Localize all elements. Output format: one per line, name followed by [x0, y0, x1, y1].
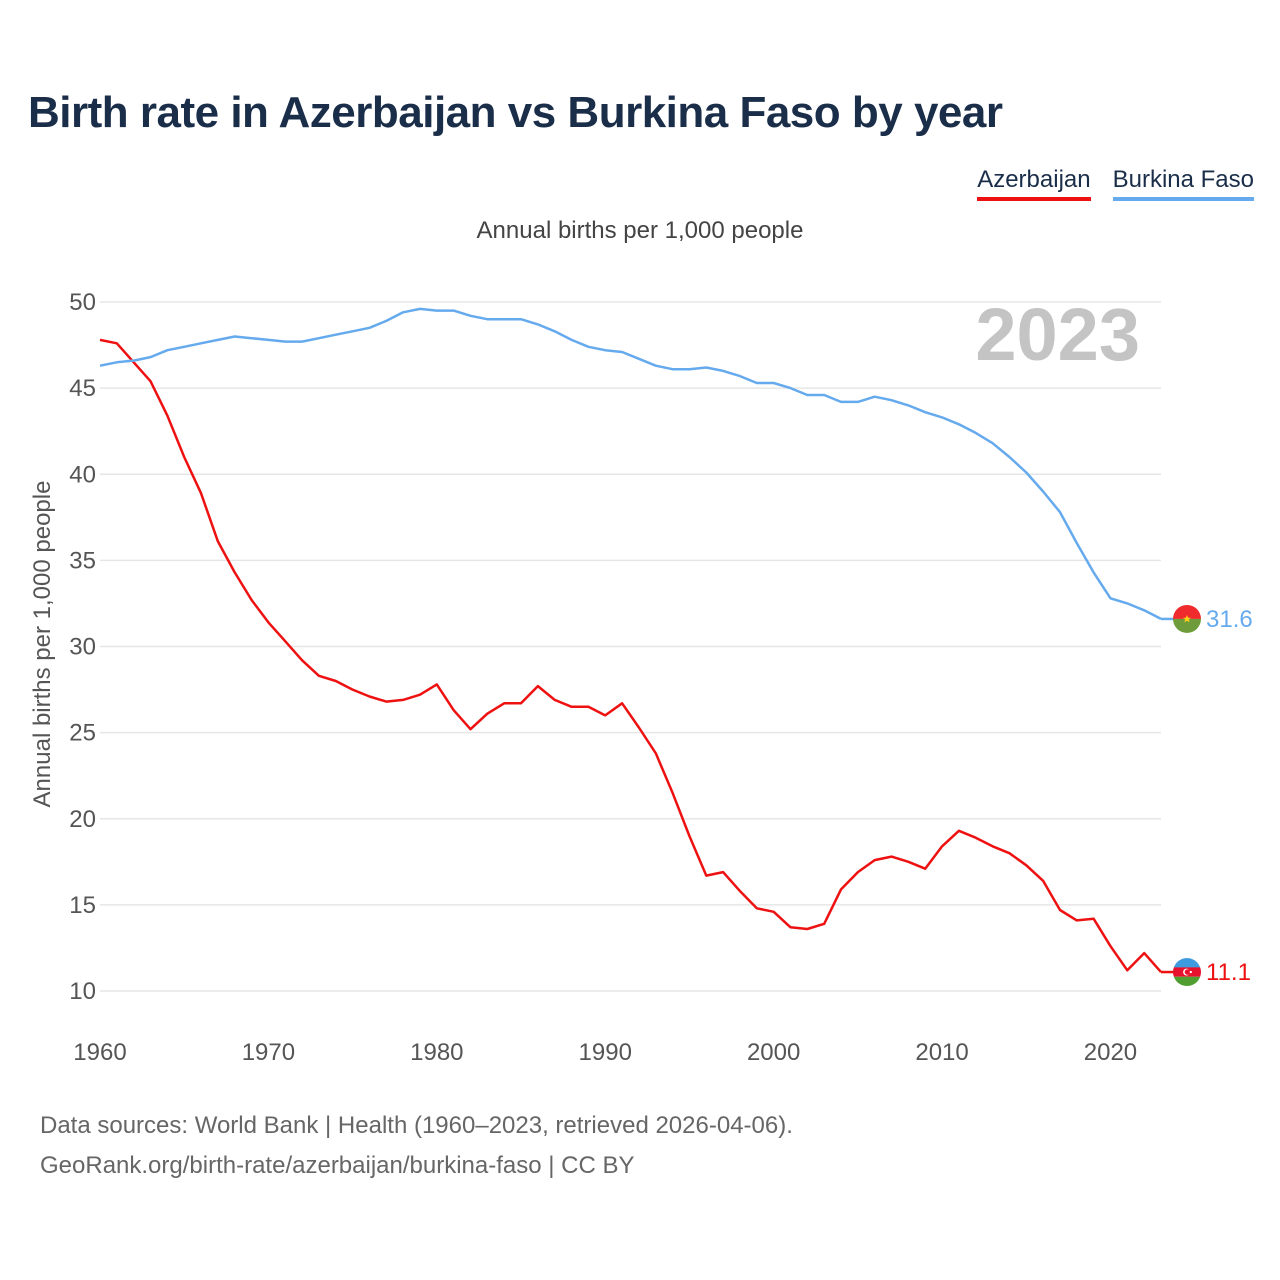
- x-axis-ticks: 1960 1970 1980 1990 2000 2010 2020: [73, 1039, 1137, 1066]
- y-tick-label: 30: [69, 634, 96, 661]
- legend-item-burkina-faso[interactable]: Burkina Faso: [1112, 166, 1254, 201]
- gridlines: [100, 301, 1161, 992]
- end-labels: 11.1 31.6: [1161, 604, 1253, 987]
- azerbaijan-flag-icon: [1173, 958, 1201, 987]
- source-note: Data sources: World Bank | Health (1960–…: [40, 1106, 793, 1186]
- y-tick-label: 20: [69, 806, 96, 833]
- x-tick-label: 1960: [73, 1039, 126, 1066]
- x-tick-label: 2020: [1084, 1039, 1137, 1066]
- legend: Azerbaijan Burkina Faso: [977, 166, 1254, 201]
- x-tick-label: 1970: [242, 1039, 295, 1066]
- series-lines: [99, 307, 1162, 973]
- x-tick-label: 1980: [410, 1039, 463, 1066]
- y-tick-label: 45: [69, 375, 96, 402]
- burkina-faso-flag-icon: [1173, 604, 1201, 633]
- legend-item-azerbaijan[interactable]: Azerbaijan: [977, 166, 1091, 201]
- line-chart: 10 15 20 25 30 35 40 45 50 1960 1970 1980 1990 2000 2…: [29, 289, 1253, 1066]
- end-value-label-burkina-faso: 31.6: [1206, 606, 1253, 633]
- year-watermark: 2023: [975, 293, 1140, 376]
- source-line-2[interactable]: GeoRank.org/birth-rate/azerbaijan/burkin…: [40, 1152, 635, 1179]
- y-tick-label: 25: [69, 720, 96, 747]
- source-line-1: Data sources: World Bank | Health (1960–…: [40, 1112, 793, 1139]
- chart-subtitle: Annual births per 1,000 people: [476, 217, 804, 244]
- y-axis-ticks: 10 15 20 25 30 35 40 45 50: [69, 289, 96, 1005]
- end-value-label-azerbaijan: 11.1: [1206, 959, 1251, 986]
- x-tick-label: 2010: [915, 1039, 968, 1066]
- series-line-burkina-faso: [99, 307, 1162, 621]
- y-tick-label: 15: [69, 892, 96, 919]
- x-tick-label: 1990: [579, 1039, 632, 1066]
- x-tick-label: 2000: [747, 1039, 800, 1066]
- chart-title: Birth rate in Azerbaijan vs Burkina Faso…: [28, 88, 1003, 137]
- y-tick-label: 40: [69, 461, 96, 488]
- y-tick-label: 50: [69, 289, 96, 316]
- y-tick-label: 10: [69, 978, 96, 1005]
- y-axis-label: Annual births per 1,000 people: [29, 481, 56, 808]
- y-tick-label: 35: [69, 547, 96, 574]
- series-line-azerbaijan: [99, 338, 1162, 973]
